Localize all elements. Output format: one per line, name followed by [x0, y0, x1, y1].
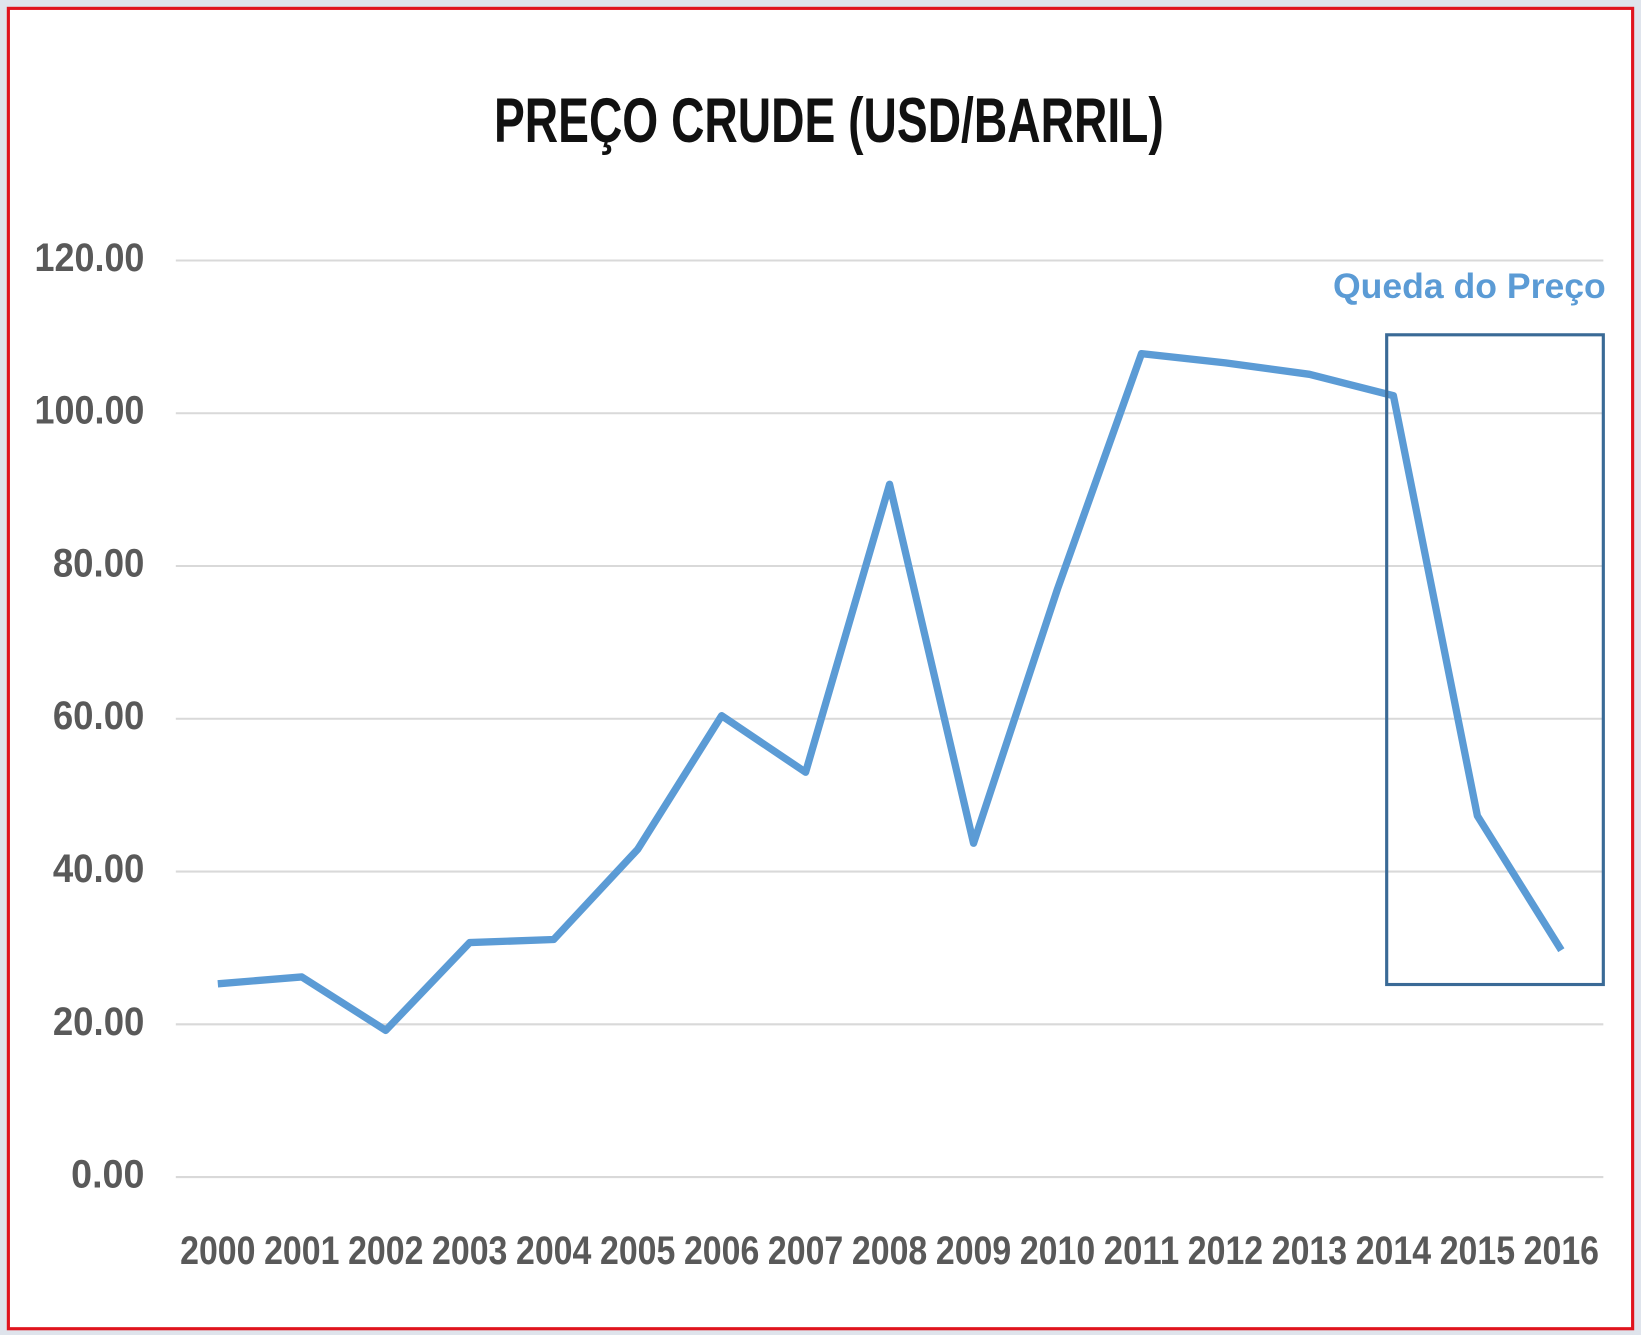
x-tick-label: 2003 [432, 1229, 507, 1273]
y-tick-label: 60.00 [53, 694, 145, 738]
data-line [217, 350, 1565, 1035]
x-tick-label: 2013 [1272, 1229, 1347, 1273]
y-tick-label: 100.00 [35, 389, 145, 433]
x-tick-label: 2004 [516, 1229, 591, 1273]
x-tick-label: 2011 [1104, 1229, 1179, 1273]
x-tick-label: 2010 [1020, 1229, 1095, 1273]
x-tick-label: 2002 [348, 1229, 423, 1273]
x-tick-label: 2015 [1440, 1229, 1515, 1273]
x-tick-label: 2000 [180, 1229, 255, 1273]
x-tick-label: 2001 [264, 1229, 339, 1273]
x-tick-label: 2005 [600, 1229, 675, 1273]
x-tick-label: 2016 [1524, 1229, 1599, 1273]
x-tick-label: 2006 [684, 1229, 759, 1273]
frame [6, 6, 1635, 1331]
y-tick-label: 40.00 [53, 847, 145, 891]
x-tick-label: 2012 [1188, 1229, 1263, 1273]
annotation: Queda do Preço [1333, 266, 1606, 306]
x-tick-label: 2014 [1356, 1229, 1431, 1273]
x-tick-label: 2009 [936, 1229, 1011, 1273]
y-tick-label: 20.00 [53, 1000, 145, 1044]
y-tick-label: 120.00 [35, 236, 145, 280]
chart-title: PREÇO CRUDE (USD/BARRIL) [494, 86, 1164, 156]
x-tick-label: 2008 [852, 1229, 927, 1273]
y-tick-label: 0.00 [71, 1153, 144, 1197]
highlight-box [1385, 333, 1605, 987]
x-tick-label: 2007 [768, 1229, 843, 1273]
y-tick-label: 80.00 [53, 542, 145, 586]
